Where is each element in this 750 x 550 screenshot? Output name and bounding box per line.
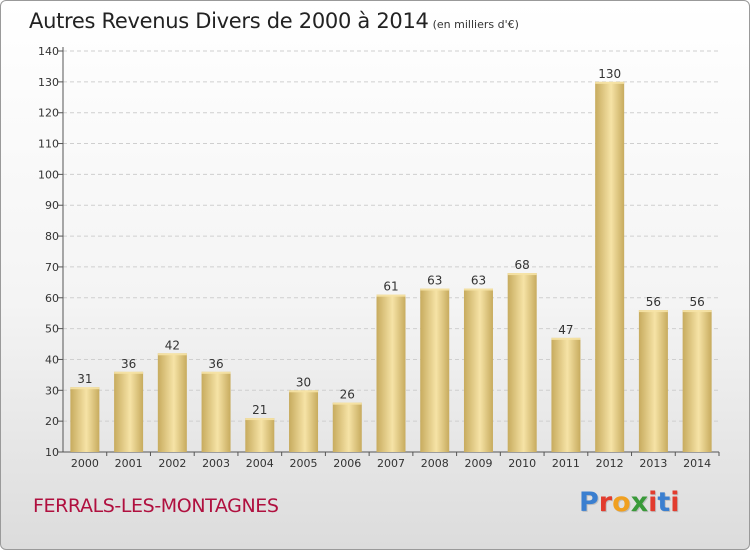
data-label-2001: 36 bbox=[121, 357, 136, 371]
x-tick-label-2004: 2004 bbox=[246, 457, 274, 470]
data-label-2002: 42 bbox=[165, 338, 180, 352]
x-tick-label-2002: 2002 bbox=[158, 457, 186, 470]
bar-2010[interactable] bbox=[507, 273, 537, 452]
logo-letter: x bbox=[630, 487, 649, 518]
logo-letter: r bbox=[598, 487, 613, 518]
bar-2006[interactable] bbox=[332, 402, 362, 452]
y-tick-label: 40 bbox=[45, 353, 59, 366]
bar-2011[interactable] bbox=[551, 337, 581, 452]
data-labels: 31 36 42 36 21 30 26 61 63 63 68 47 130 56 56 bbox=[77, 67, 705, 417]
bar-top-highlight bbox=[114, 371, 144, 374]
bar-2013[interactable] bbox=[638, 310, 668, 452]
bar-2007[interactable] bbox=[376, 294, 406, 452]
bar-top-highlight bbox=[70, 387, 100, 390]
bar-top-highlight bbox=[463, 288, 493, 291]
data-label-2000: 31 bbox=[77, 372, 92, 386]
data-label-2009: 63 bbox=[471, 274, 486, 288]
y-tick-label: 30 bbox=[45, 384, 59, 397]
y-tick-label: 20 bbox=[45, 415, 59, 428]
data-label-2012: 130 bbox=[598, 67, 621, 81]
chart-title-text: Autres Revenus Divers de 2000 à 2014 bbox=[29, 9, 429, 33]
x-tick-label-2001: 2001 bbox=[115, 457, 143, 470]
y-tick-label: 110 bbox=[38, 138, 59, 151]
y-tick-label: 10 bbox=[45, 446, 59, 459]
y-tick-label: 80 bbox=[45, 230, 59, 243]
x-tick-label-2005: 2005 bbox=[290, 457, 318, 470]
bar-2008[interactable] bbox=[420, 288, 450, 452]
y-tick-label: 90 bbox=[45, 199, 59, 212]
data-label-2013: 56 bbox=[646, 295, 661, 309]
bars bbox=[70, 81, 712, 452]
bar-2012[interactable] bbox=[595, 81, 625, 452]
logo-letter: P bbox=[579, 487, 599, 518]
data-label-2010: 68 bbox=[515, 258, 530, 272]
proxiti-logo[interactable]: Proxiti bbox=[579, 487, 680, 518]
y-tick-label: 130 bbox=[38, 76, 59, 89]
bar-top-highlight bbox=[201, 371, 231, 374]
x-tick-label-2006: 2006 bbox=[333, 457, 361, 470]
logo-letter: i bbox=[670, 487, 680, 518]
bar-top-highlight bbox=[507, 273, 537, 276]
x-tick-label-2008: 2008 bbox=[421, 457, 449, 470]
bar-2004[interactable] bbox=[245, 418, 275, 452]
commune-name: FERRALS-LES-MONTAGNES bbox=[33, 495, 279, 517]
data-label-2004: 21 bbox=[252, 403, 267, 417]
bar-2009[interactable] bbox=[463, 288, 493, 452]
bar-2003[interactable] bbox=[201, 371, 231, 452]
data-label-2014: 56 bbox=[689, 295, 704, 309]
bar-2005[interactable] bbox=[289, 390, 319, 452]
y-tick-label: 70 bbox=[45, 261, 59, 274]
bar-2002[interactable] bbox=[157, 353, 187, 452]
y-tick-labels: 10 20 30 40 50 60 70 80 90 100 110 120 130 140 bbox=[38, 45, 59, 459]
x-tick-label-2009: 2009 bbox=[464, 457, 492, 470]
logo-letter: i bbox=[648, 487, 658, 518]
data-label-2005: 30 bbox=[296, 375, 311, 389]
bar-2001[interactable] bbox=[114, 371, 144, 452]
bar-top-highlight bbox=[332, 402, 362, 405]
data-label-2006: 26 bbox=[340, 388, 355, 402]
logo-letter: o bbox=[612, 487, 631, 518]
data-label-2003: 36 bbox=[208, 357, 223, 371]
x-tick-labels: 2000 2001 2002 2003 2004 2005 2006 2007 2008 2009… bbox=[71, 457, 711, 470]
y-tick-label: 140 bbox=[38, 45, 59, 58]
x-tick-label-2000: 2000 bbox=[71, 457, 99, 470]
y-tick-label: 50 bbox=[45, 323, 59, 336]
x-tick-label-2010: 2010 bbox=[508, 457, 536, 470]
bar-2014[interactable] bbox=[682, 310, 712, 452]
x-tick-label-2014: 2014 bbox=[683, 457, 711, 470]
x-tick-label-2003: 2003 bbox=[202, 457, 230, 470]
bar-top-highlight bbox=[376, 294, 406, 297]
bar-top-highlight bbox=[245, 418, 275, 421]
x-tick-label-2011: 2011 bbox=[552, 457, 580, 470]
bar-top-highlight bbox=[595, 81, 625, 84]
chart-subtitle: (en milliers d'€) bbox=[432, 18, 519, 31]
data-label-2011: 47 bbox=[558, 323, 573, 337]
bar-top-highlight bbox=[551, 337, 581, 340]
bar-top-highlight bbox=[157, 353, 187, 356]
bar-top-highlight bbox=[682, 310, 712, 313]
x-tick-label-2007: 2007 bbox=[377, 457, 405, 470]
y-tick-label: 100 bbox=[38, 168, 59, 181]
logo-letter: t bbox=[657, 487, 671, 518]
chart-title: Autres Revenus Divers de 2000 à 2014 (en … bbox=[29, 9, 519, 33]
bar-top-highlight bbox=[420, 288, 450, 291]
data-label-2008: 63 bbox=[427, 274, 442, 288]
y-tick-label: 60 bbox=[45, 292, 59, 305]
bar-2000[interactable] bbox=[70, 387, 100, 452]
y-tick-label: 120 bbox=[38, 107, 59, 120]
x-tick-label-2012: 2012 bbox=[596, 457, 624, 470]
data-label-2007: 61 bbox=[383, 280, 398, 294]
bar-top-highlight bbox=[289, 390, 319, 393]
x-tick-label-2013: 2013 bbox=[639, 457, 667, 470]
bar-top-highlight bbox=[638, 310, 668, 313]
